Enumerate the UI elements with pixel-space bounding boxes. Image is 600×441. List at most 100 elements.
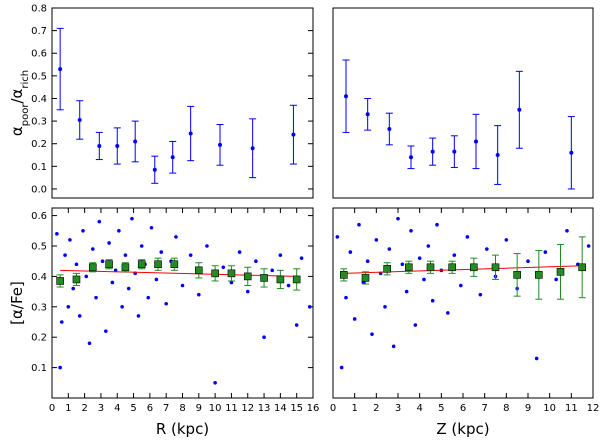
scatter-point — [307, 305, 312, 309]
scatter-point — [339, 365, 344, 370]
binned-point — [426, 263, 435, 272]
scatter-point — [120, 305, 124, 309]
data-point — [517, 107, 522, 112]
scatter-point — [586, 244, 591, 248]
y-tick-label: 0.2 — [31, 139, 47, 150]
scatter-point — [188, 253, 193, 257]
data-point — [58, 67, 63, 72]
binned-point — [195, 266, 203, 275]
scatter-point — [159, 250, 164, 254]
scatter-point — [213, 381, 217, 385]
x-tick-label: 7 — [481, 403, 487, 414]
scatter-point — [130, 216, 134, 221]
data-point — [115, 143, 120, 148]
scatter-point — [197, 292, 201, 297]
scatter-point — [565, 229, 569, 233]
scatter-point — [534, 356, 539, 361]
x-tick-label: 16 — [307, 403, 320, 414]
scatter-point — [446, 311, 450, 315]
panel: 0 1 2 3 4 5 6 7 8 9 10 11 12Z (kpc) — [330, 207, 599, 438]
data-point — [474, 139, 478, 144]
plot-frame — [51, 207, 314, 399]
scatter-point — [485, 247, 489, 251]
scatter-point — [374, 238, 379, 242]
x-tick-label: 1 — [65, 403, 71, 414]
y-axis-label-part: poor — [20, 103, 31, 127]
scatter-point — [139, 244, 144, 248]
binned-point — [556, 268, 565, 276]
x-tick-label: 2 — [373, 403, 379, 414]
scatter-point — [113, 268, 118, 273]
scatter-point — [383, 305, 387, 309]
plot-frame — [51, 7, 314, 199]
x-tick-label: 8 — [179, 403, 185, 414]
scatter-point — [68, 238, 72, 242]
y-axis-label-part: rich — [20, 70, 31, 89]
scatter-point — [543, 250, 548, 254]
data-point — [344, 94, 348, 99]
scatter-point — [245, 289, 250, 294]
data-point — [133, 139, 138, 144]
x-tick-label: 1 — [351, 403, 357, 414]
data-point — [430, 149, 435, 154]
scatter-point — [465, 235, 470, 239]
fit-line — [60, 269, 297, 277]
y-tick-label: 0.4 — [31, 94, 47, 105]
x-tick-label: 0 — [49, 403, 55, 414]
y-axis-label-part: [α/Fe] — [8, 281, 26, 325]
binned-point — [170, 260, 179, 269]
y-tick-label: 0.3 — [31, 302, 47, 313]
scatter-point — [344, 295, 348, 300]
scatter-point — [117, 229, 121, 233]
binned-point — [405, 263, 413, 272]
data-point — [365, 112, 370, 117]
scatter-point — [77, 314, 82, 318]
x-tick-label: 5 — [438, 403, 444, 414]
scatter-point — [478, 292, 483, 297]
scatter-point — [452, 253, 457, 257]
binned-point — [243, 272, 252, 281]
scatter-point — [422, 277, 426, 282]
panel: 0.10.20.30.40.50.60 1 2 3 4 5 6 7 8 9 10 11 12 13 14 15… — [8, 207, 320, 438]
scatter-point — [58, 365, 62, 370]
binned-point — [137, 260, 146, 269]
scatter-point — [400, 262, 405, 267]
binned-point — [383, 264, 391, 273]
panel — [332, 7, 594, 199]
scatter-point — [81, 229, 85, 233]
fit-line — [343, 265, 583, 274]
scatter-point — [110, 280, 115, 285]
data-point — [452, 149, 457, 154]
binned-point — [121, 263, 130, 272]
y-tick-label: 0.2 — [31, 333, 47, 344]
scatter-point — [174, 235, 178, 239]
scatter-point — [435, 222, 439, 227]
y-tick-label: 0.4 — [31, 272, 47, 283]
binned-point — [211, 269, 219, 278]
y-tick-label: 0.1 — [31, 162, 47, 173]
data-point — [250, 146, 255, 151]
scatter-point — [417, 256, 422, 260]
scatter-point — [357, 222, 361, 227]
scatter-point — [387, 247, 392, 251]
scatter-point — [237, 250, 242, 254]
scatter-point — [126, 286, 131, 291]
x-tick-label: 11 — [225, 403, 238, 414]
x-tick-label: 10 — [543, 403, 556, 414]
y-tick-label: 0.0 — [31, 184, 47, 195]
scatter-point — [97, 219, 102, 224]
scatter-point — [391, 344, 396, 349]
x-axis-label: R (kpc) — [156, 420, 209, 438]
scatter-point — [205, 244, 209, 248]
x-tick-label: 5 — [130, 403, 136, 414]
scatter-point — [136, 314, 141, 318]
scatter-point — [229, 280, 234, 285]
scatter-point — [221, 265, 226, 270]
data-point — [409, 155, 413, 160]
y-tick-label: 0.6 — [31, 211, 47, 222]
binned-point — [56, 277, 64, 285]
scatter-point — [87, 341, 92, 346]
x-tick-label: 12 — [241, 403, 254, 414]
x-tick-label: 7 — [163, 403, 169, 414]
